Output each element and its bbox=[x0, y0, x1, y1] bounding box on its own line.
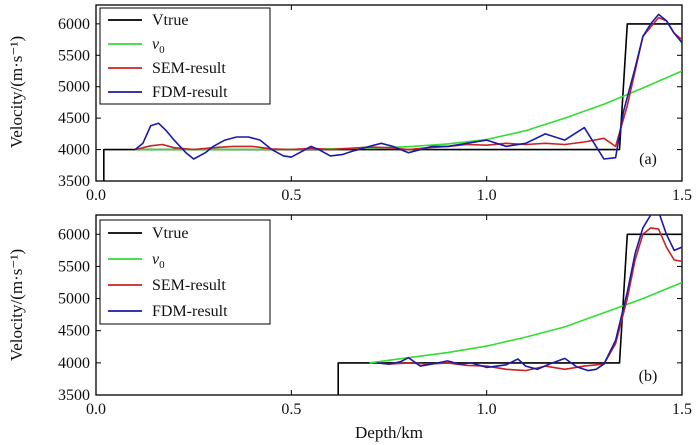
legend-label: SEM-result bbox=[152, 60, 226, 77]
series-fdm-result bbox=[377, 215, 682, 372]
y-tick-label: 4000 bbox=[58, 355, 90, 372]
legend-label: v0 bbox=[152, 36, 165, 56]
legend-label: v0 bbox=[152, 251, 165, 271]
y-tick-labels: 3500 4000 4500 5000 5500 6000 bbox=[58, 226, 682, 404]
y-axis-label: Velocity/(m·s⁻¹) bbox=[7, 249, 26, 361]
legend-box bbox=[99, 219, 271, 325]
x-tick-label: 0.5 bbox=[281, 401, 301, 418]
x-tick-label: 1.5 bbox=[672, 187, 692, 204]
series-vtrue bbox=[337, 233, 682, 395]
x-tick-label: 0.0 bbox=[86, 401, 106, 418]
y-tick-label: 5500 bbox=[58, 47, 90, 64]
y-tick-label: 4000 bbox=[58, 142, 90, 159]
panel-label: (b) bbox=[639, 368, 658, 385]
y-tick-label: 5000 bbox=[58, 291, 90, 308]
panel-label: (a) bbox=[639, 151, 657, 168]
legend-label: FDM-result bbox=[152, 303, 228, 320]
y-tick-label: 4500 bbox=[58, 110, 90, 127]
panel-b: 3500 4000 4500 5000 5500 6000 0.0 0.5 1.0 1.5 Ve… bbox=[7, 214, 692, 418]
series-lines bbox=[337, 215, 682, 395]
plot-frame bbox=[95, 4, 683, 182]
y-tick-label: 5000 bbox=[58, 79, 90, 96]
y-tick-label: 3500 bbox=[58, 387, 90, 404]
x-tick-label: 1.0 bbox=[477, 401, 497, 418]
legend: Vtrue v0 SEM-result FDM-result bbox=[99, 219, 271, 325]
x-tick-labels: 0.0 0.5 1.0 1.5 bbox=[86, 5, 692, 204]
series-fdm-result bbox=[134, 13, 682, 160]
plot-frame bbox=[95, 214, 683, 396]
panel-a: 3500 4000 4500 5000 5500 6000 0.0 0.5 1.0 1.5 Ve… bbox=[7, 4, 692, 204]
legend-label: FDM-result bbox=[152, 84, 228, 101]
x-tick-label: 1.0 bbox=[477, 187, 497, 204]
legend-label: Vtrue bbox=[152, 12, 188, 29]
y-tick-label: 6000 bbox=[58, 226, 90, 243]
series-lines bbox=[103, 13, 682, 181]
y-tick-label: 5500 bbox=[58, 258, 90, 275]
legend: Vtrue v0 SEM-result FDM-result bbox=[99, 7, 271, 105]
legend-label: SEM-result bbox=[152, 277, 226, 294]
y-tick-label: 4500 bbox=[58, 323, 90, 340]
x-tick-label: 1.5 bbox=[672, 401, 692, 418]
series-vtrue bbox=[103, 23, 682, 181]
series-v0 bbox=[135, 70, 682, 151]
x-tick-labels: 0.0 0.5 1.0 1.5 bbox=[86, 215, 692, 418]
legend-label: Vtrue bbox=[152, 225, 188, 242]
x-tick-label: 0.0 bbox=[86, 187, 106, 204]
series-v0 bbox=[369, 281, 682, 364]
x-tick-label: 0.5 bbox=[281, 187, 301, 204]
y-tick-label: 3500 bbox=[58, 173, 90, 190]
y-axis-label: Velocity/(m·s⁻¹) bbox=[7, 36, 26, 148]
y-tick-label: 6000 bbox=[58, 16, 90, 33]
x-axis-label: Depth/km bbox=[355, 423, 423, 442]
legend-box bbox=[99, 7, 271, 105]
y-tick-labels: 3500 4000 4500 5000 5500 6000 bbox=[58, 16, 682, 190]
